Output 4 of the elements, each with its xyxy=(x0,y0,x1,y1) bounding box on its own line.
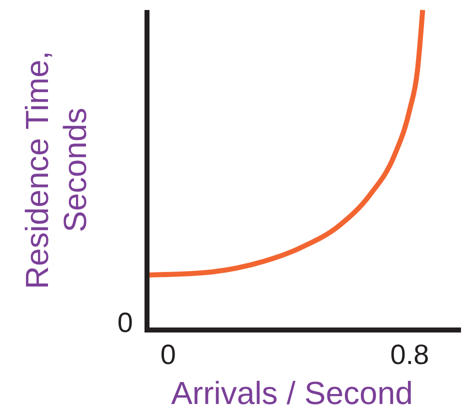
x-tick-label: 0.8 xyxy=(390,338,430,370)
x-axis-title: Arrivals / Second xyxy=(171,375,413,411)
y-axis-title: Residence Time, Seconds xyxy=(19,50,93,290)
text: 0 xyxy=(117,307,133,338)
